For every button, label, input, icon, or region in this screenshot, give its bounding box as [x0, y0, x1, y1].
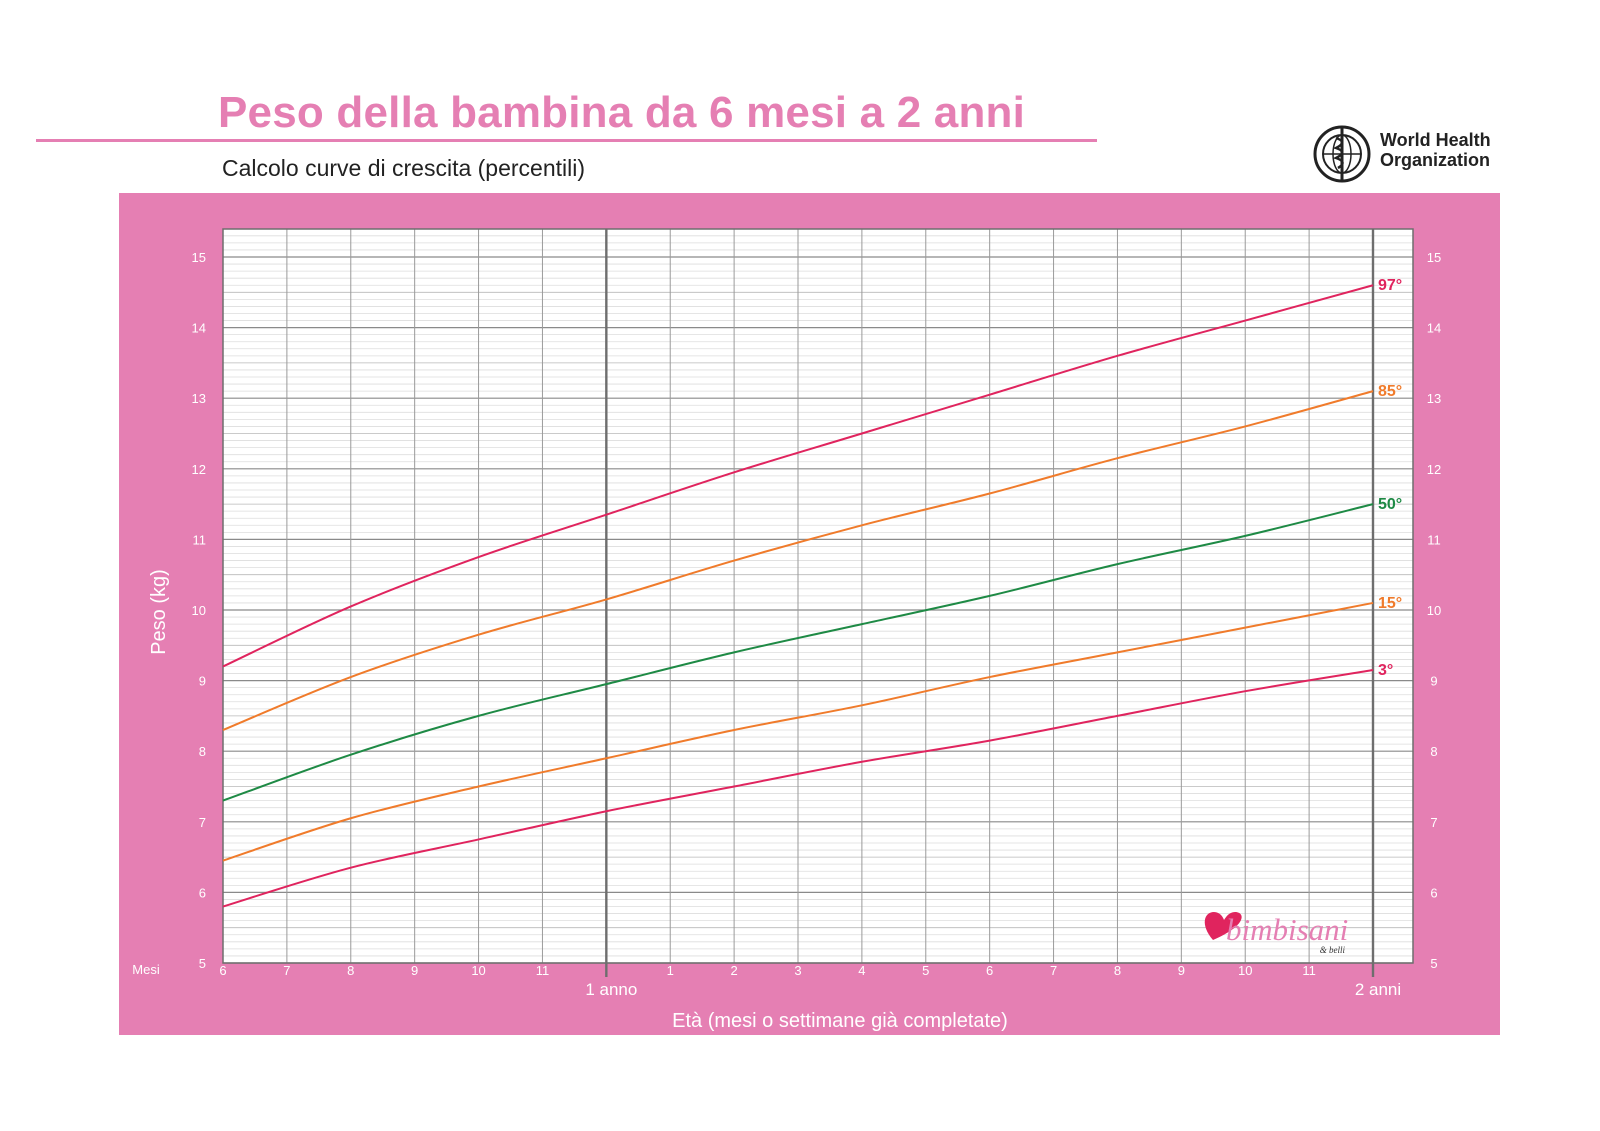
series-label: 85°	[1378, 383, 1402, 400]
x-tick-label: 3	[794, 963, 801, 978]
x-tick-label: 6	[986, 963, 993, 978]
y-tick-label-right: 8	[1430, 744, 1437, 759]
series-label: 50°	[1378, 496, 1402, 513]
x-tick-label: 8	[347, 963, 354, 978]
y-tick-label-right: 15	[1427, 250, 1441, 265]
x-tick-label: 11	[536, 963, 550, 978]
y-tick-label: 5	[199, 956, 206, 971]
x-tick-label: 4	[858, 963, 865, 978]
y-tick-label-right: 10	[1427, 603, 1441, 618]
y-tick-label: 11	[193, 532, 207, 547]
y-axis-title: Peso (kg)	[148, 569, 170, 655]
who-logo: World Health Organization	[1310, 124, 1510, 184]
x-tick-label: 7	[283, 963, 290, 978]
y-tick-label: 13	[192, 391, 206, 406]
x-tick-label: 1	[667, 963, 674, 978]
axes	[222, 228, 1414, 977]
series-line-p85	[222, 390, 1374, 731]
y-tick-label: 15	[192, 250, 206, 265]
series-lines	[222, 284, 1374, 908]
who-emblem-icon	[1313, 125, 1371, 183]
y-tick-label: 10	[192, 603, 206, 618]
series-line-p97	[222, 284, 1374, 668]
x-tick-label: 11	[1302, 963, 1316, 978]
y-tick-label: 9	[199, 674, 206, 689]
page-subtitle: Calcolo curve di crescita (percentili)	[222, 155, 586, 181]
series-line-p15	[222, 601, 1374, 862]
plot-border	[222, 228, 1414, 964]
x-unit-label: Mesi	[132, 962, 160, 977]
x-tick-label: 6	[219, 963, 226, 978]
y-tick-label-right: 11	[1427, 532, 1441, 547]
who-name-line2: Organization	[1380, 150, 1491, 170]
y-tick-label: 12	[192, 462, 206, 477]
year-marker-label: 1 anno	[585, 980, 637, 999]
x-tick-label: 9	[1178, 963, 1185, 978]
series-line-p50	[222, 503, 1374, 802]
x-tick-label: 9	[411, 963, 418, 978]
x-tick-label: 10	[1238, 963, 1252, 978]
y-tick-label-right: 13	[1427, 391, 1441, 406]
y-tick-label: 7	[199, 815, 206, 830]
y-tick-label: 8	[199, 744, 206, 759]
who-name-line1: World Health	[1380, 130, 1491, 150]
x-tick-label: 2	[730, 963, 737, 978]
page-title: Peso della bambina da 6 mesi a 2 anni	[218, 88, 1026, 137]
title-underline	[36, 139, 1097, 142]
x-tick-label: 5	[922, 963, 929, 978]
bimbisani-logo: bimbisani & belli	[1204, 912, 1348, 955]
x-axis-title: Età (mesi o settimane già completate)	[672, 1010, 1008, 1032]
y-tick-label-right: 14	[1427, 321, 1441, 336]
series-line-p3	[222, 669, 1374, 908]
y-tick-label-right: 12	[1427, 462, 1441, 477]
series-label: 15°	[1378, 595, 1402, 612]
y-tick-label-right: 9	[1430, 674, 1437, 689]
x-tick-label: 7	[1050, 963, 1057, 978]
brand-name: bimbisani	[1226, 912, 1348, 947]
heart-icon	[1204, 912, 1242, 940]
y-tick-label-right: 5	[1430, 956, 1437, 971]
y-tick-label: 14	[192, 321, 206, 336]
year-marker-label: 2 anni	[1355, 980, 1401, 999]
y-tick-label: 6	[199, 885, 206, 900]
series-label: 3°	[1378, 662, 1393, 679]
y-tick-label-right: 7	[1430, 815, 1437, 830]
brand-tagline: & belli	[1320, 945, 1346, 955]
series-label: 97°	[1378, 277, 1402, 294]
x-tick-label: 10	[471, 963, 485, 978]
y-tick-label-right: 6	[1430, 885, 1437, 900]
x-tick-label: 8	[1114, 963, 1121, 978]
